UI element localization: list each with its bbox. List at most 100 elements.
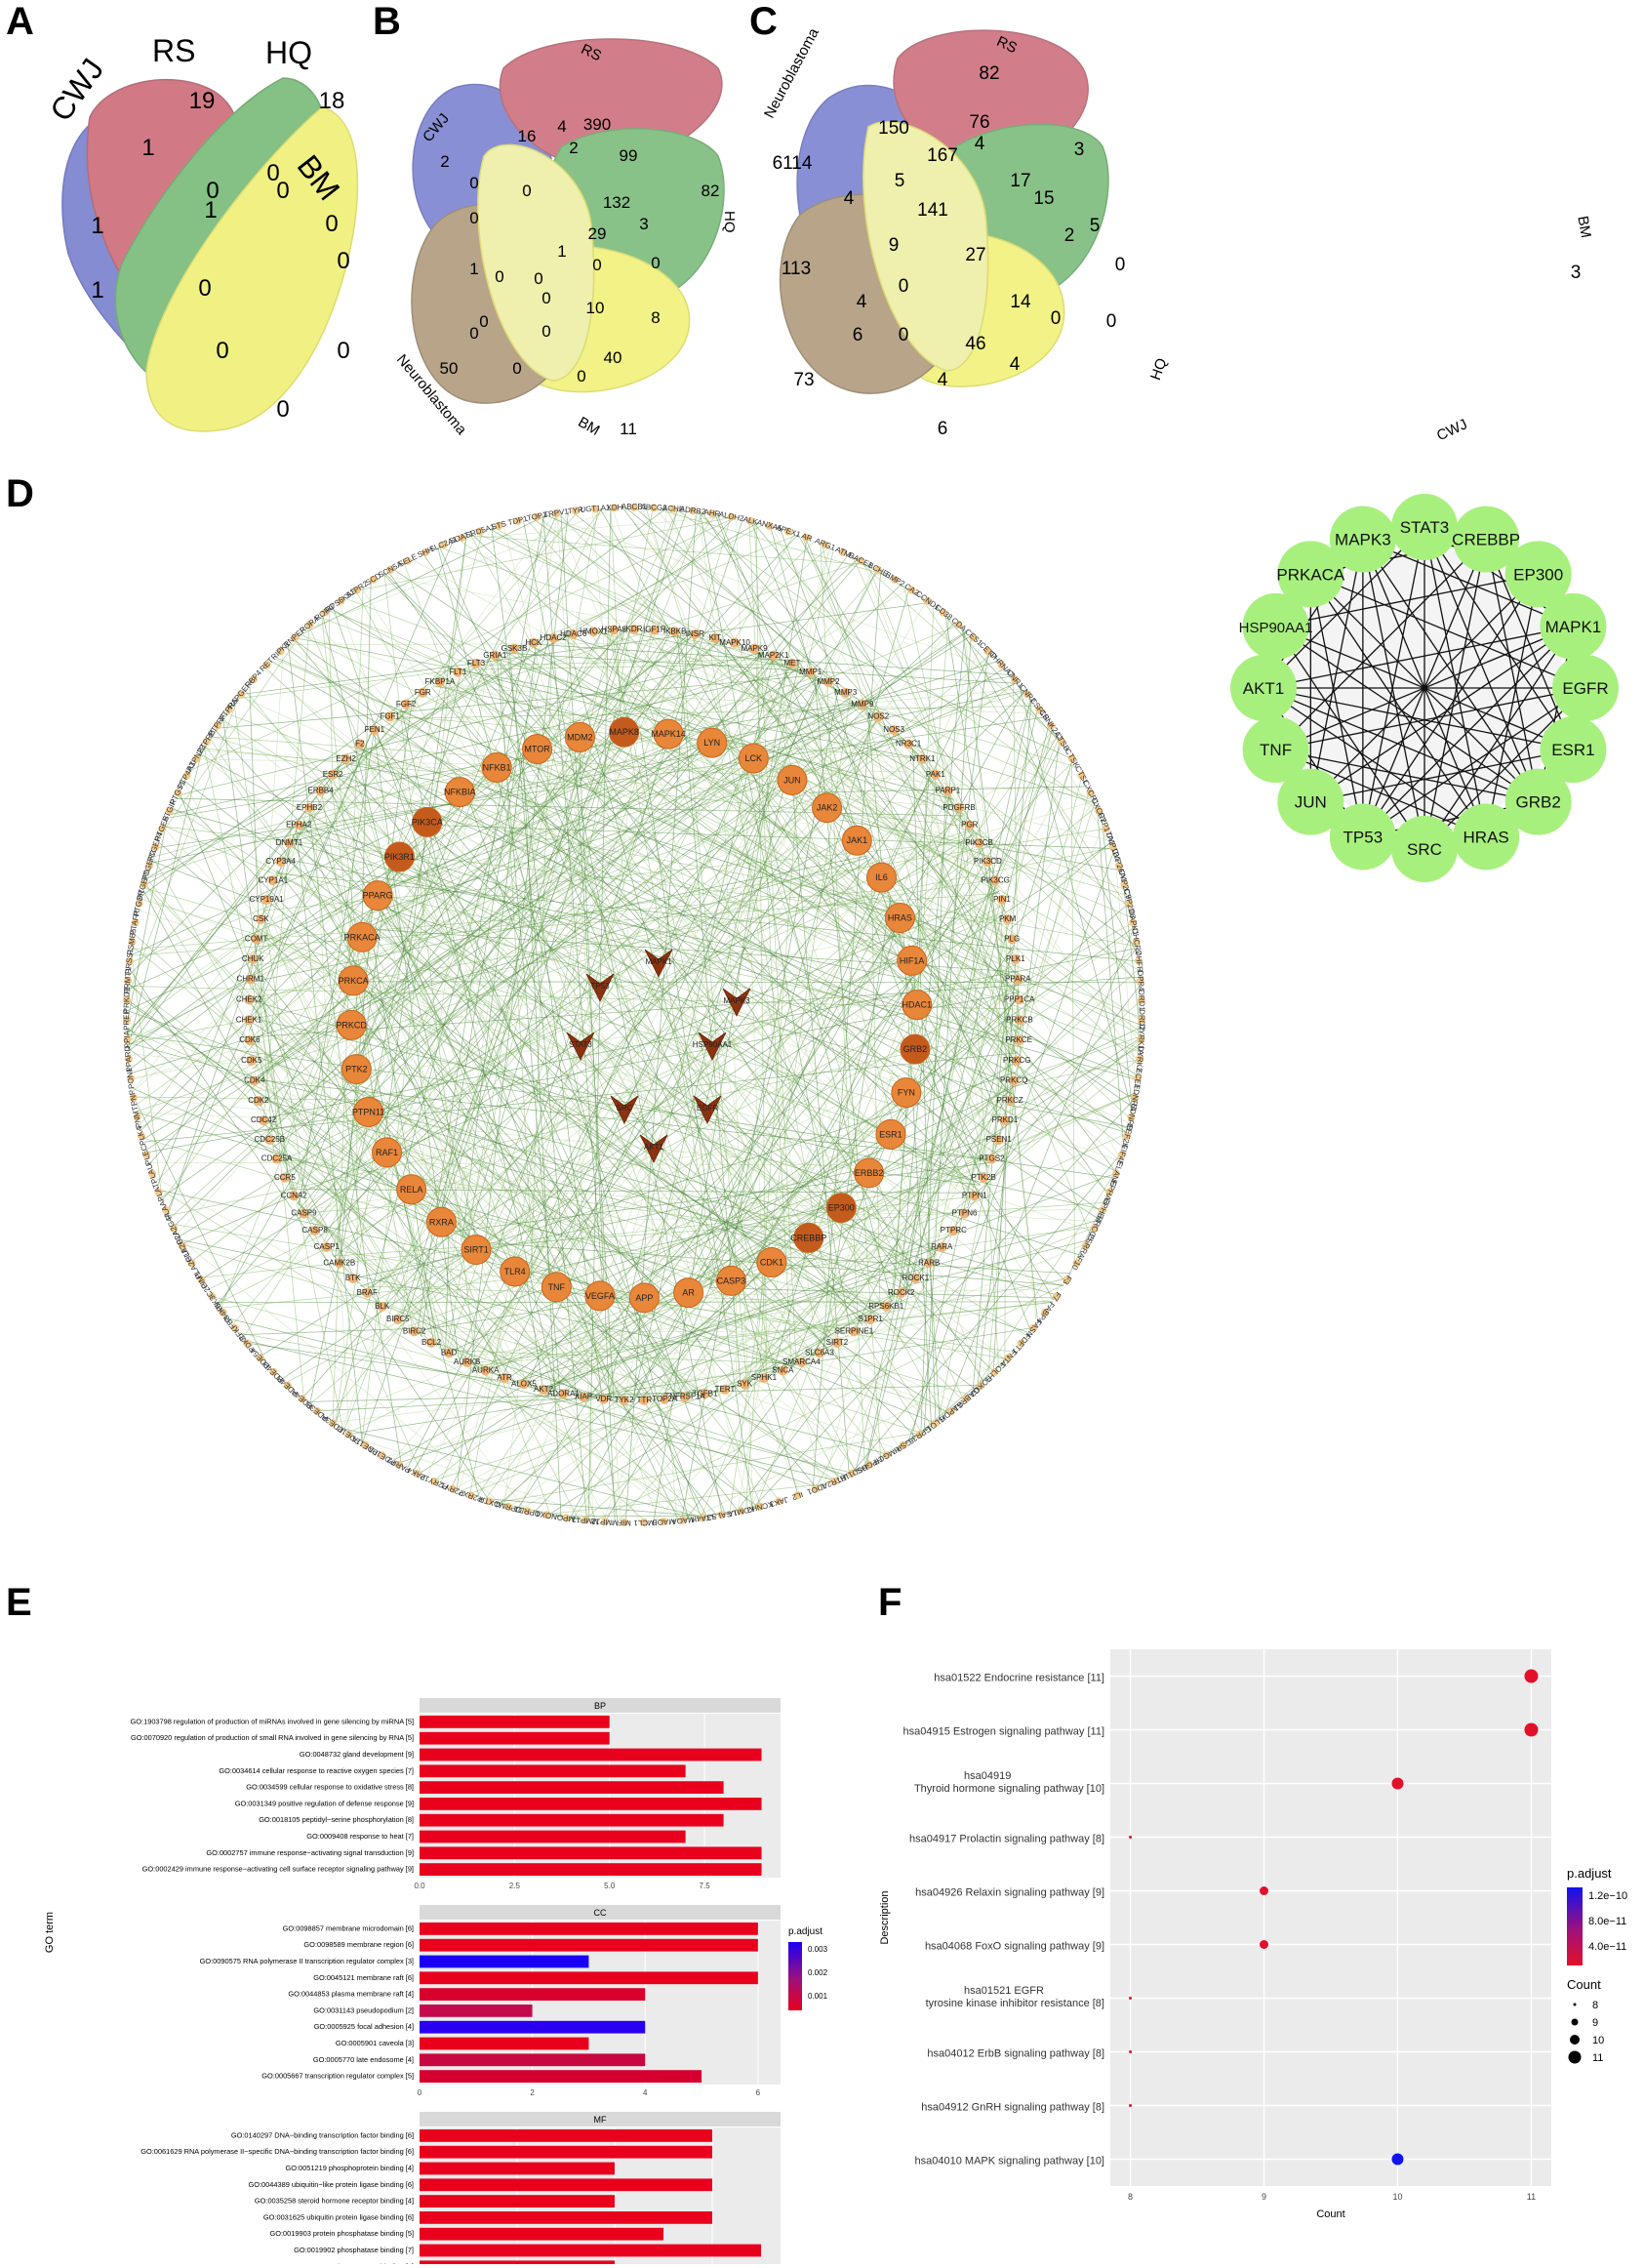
- network-node-middle: [346, 921, 378, 952]
- kegg-legend-colorbar: [1567, 1887, 1583, 1965]
- network-node-outer: [178, 1241, 186, 1250]
- network-node-ring2: [629, 625, 639, 634]
- network-node-outer: [969, 633, 978, 642]
- vennB-count: 0: [592, 256, 602, 274]
- network-node-ring2: [1014, 1015, 1024, 1026]
- network-node-label: KIT: [709, 633, 722, 642]
- core-network-edges: [1263, 526, 1586, 850]
- network-node-label: CASP9: [291, 1209, 317, 1218]
- network-node-ring2: [768, 650, 779, 661]
- go-bar: [420, 1971, 758, 1985]
- core-node-label: GRB2: [1516, 793, 1561, 812]
- network-node-outer: [262, 661, 271, 669]
- network-node-label: PIK3CG: [982, 875, 1010, 884]
- kegg-dot: [1391, 1777, 1404, 1790]
- vennB-count: 0: [541, 322, 551, 341]
- go-bar: [420, 1923, 758, 1935]
- network-node-label: HDAC1: [902, 1000, 933, 1010]
- network-node-ring2: [289, 1191, 300, 1201]
- vennC-count: 113: [781, 259, 812, 279]
- network-node-label: XIAP: [575, 1393, 592, 1401]
- go-legend-title: p.adjust: [788, 1926, 822, 1937]
- network-node-label: ESR2: [323, 770, 343, 779]
- network-node-label: PREP: [122, 1009, 131, 1031]
- network-node-ring2: [377, 1301, 387, 1312]
- network-node-label: HSPA8: [601, 626, 626, 634]
- go-term-label: GO:0019903 protein phosphatase binding […: [269, 2229, 414, 2238]
- go-bar: [420, 2244, 761, 2257]
- network-node-outer: [123, 1035, 132, 1044]
- vennC-count: 0: [1050, 308, 1062, 329]
- network-node-outer: [977, 1381, 985, 1390]
- network-node-ring2: [823, 676, 834, 687]
- network-node-ring2: [930, 769, 941, 780]
- ppi-network-d: ABCB1ABCG2ACHEADRB2AHRALDH2ALKANXA5APEX1…: [122, 503, 1146, 1527]
- network-node-outer: [572, 506, 581, 515]
- network-node-ring2: [1014, 994, 1024, 1005]
- network-node-middle: [564, 721, 595, 752]
- vennC-count: 73: [793, 370, 815, 390]
- network-node-label: PRKCA: [339, 976, 369, 986]
- network-node-label: MMP13: [571, 1515, 599, 1526]
- core-node-label: EP300: [1513, 565, 1563, 584]
- network-node-ring2: [1007, 934, 1018, 945]
- network-node-label: IL2: [790, 1490, 804, 1502]
- network-node-outer: [430, 1477, 439, 1485]
- network-node-outer: [1094, 806, 1103, 815]
- network-node-label: PRKCB: [1006, 1015, 1033, 1024]
- network-node-label: PTPN11: [352, 1107, 384, 1116]
- go-tick-label: 7.5: [700, 1882, 711, 1890]
- network-node-label: SIRT2: [826, 1338, 849, 1347]
- kegg-legend-color-tick: 4.0e−11: [1588, 1941, 1626, 1953]
- network-node-middle: [584, 1280, 616, 1312]
- go-bar: [420, 2162, 615, 2175]
- vennC-count: 6114: [772, 153, 813, 174]
- core-node-label: ESR1: [1551, 741, 1594, 759]
- network-node-ring2: [974, 837, 984, 848]
- network-node-middle: [336, 1009, 367, 1040]
- network-node-label: MET: [783, 659, 800, 668]
- network-node-outer: [466, 1491, 475, 1500]
- network-node-outer: [915, 1430, 924, 1438]
- venn-diagram-a: [61, 77, 359, 432]
- network-node-ring2: [248, 953, 259, 964]
- network-node-middle: [841, 825, 872, 856]
- network-node-ring2: [660, 1394, 670, 1404]
- network-node-ring2: [309, 1226, 320, 1236]
- network-node-ring2: [434, 676, 445, 687]
- network-node-ring2: [690, 628, 701, 639]
- kegg-pathway-label: hsa04917 Prolactin signaling pathway [8]: [909, 1834, 1104, 1845]
- network-node-ring2: [609, 625, 620, 635]
- network-node-label: SRC: [617, 1104, 633, 1113]
- network-node-label: PRKACA: [344, 932, 381, 942]
- network-node-outer: [755, 1502, 764, 1511]
- vennC-count: 76: [969, 112, 990, 133]
- network-node-outer: [504, 1502, 513, 1511]
- vennC-count: 5: [894, 171, 905, 191]
- network-node-label: STS: [491, 519, 507, 532]
- core-node-label: EGFR: [1562, 679, 1608, 698]
- network-node-ring2: [271, 1154, 282, 1164]
- network-node-outer: [224, 706, 233, 714]
- network-node-label: PLG: [1004, 934, 1020, 943]
- network-node-ring2: [959, 1208, 970, 1219]
- kegg-dot: [1524, 1722, 1539, 1737]
- network-node-label: ACHE: [662, 504, 685, 514]
- network-node-ring2: [453, 667, 463, 677]
- go-term-label: GO:0016922 nuclear receptor binding [4]: [283, 2262, 414, 2264]
- network-node-ring2: [518, 1379, 529, 1390]
- go-bar: [420, 1830, 686, 1843]
- network-node-label: MDM2: [567, 732, 593, 742]
- network-node-outer: [495, 521, 503, 530]
- network-node-outer: [174, 789, 182, 797]
- core-node: [1242, 716, 1309, 784]
- kegg-panel-bg: [1110, 1649, 1551, 2186]
- network-node-ring2: [982, 856, 993, 867]
- kegg-dot: [1524, 1669, 1539, 1683]
- network-node-middle: [362, 880, 393, 911]
- core-node-label: STAT3: [1400, 518, 1449, 537]
- vennC-count: 2: [1063, 225, 1075, 246]
- network-node-label: SNCA: [772, 1366, 794, 1375]
- network-node-ring2: [786, 658, 797, 668]
- network-node-label: NFKB1: [483, 762, 511, 772]
